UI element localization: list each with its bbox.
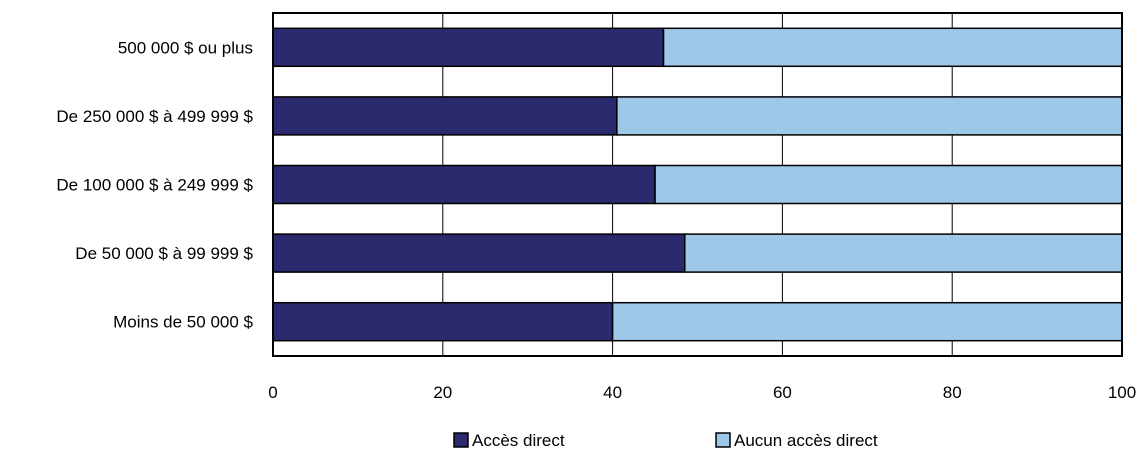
legend-swatch [453,432,469,448]
x-tick-label: 20 [433,383,452,402]
legend: Accès direct Aucun accès direct [453,431,878,450]
category-label: De 50 000 $ à 99 999 $ [75,244,253,263]
bar-segment-aucun-acces-direct [616,96,1123,136]
bar-segment-acces-direct [272,96,618,136]
category-label: De 250 000 $ à 499 999 $ [56,107,253,126]
category-label: 500 000 $ ou plus [118,38,253,57]
x-tick-label: 100 [1108,383,1136,402]
bar-segment-aucun-acces-direct [611,301,1123,342]
plot-frame [272,12,1123,357]
bar-segment-acces-direct [272,301,614,342]
bar-segment-aucun-acces-direct [662,27,1123,68]
bar-segment-acces-direct [272,27,665,68]
category-labels: 500 000 $ ou plus De 250 000 $ à 499 999 … [56,38,253,331]
x-tick-label: 60 [773,383,792,402]
legend-label: Aucun accès direct [734,431,878,450]
x-tick-label: 40 [603,383,622,402]
x-axis-tick-labels: 0 20 40 60 80 100 [268,383,1136,402]
bars [272,27,1123,342]
bar-segment-acces-direct [272,233,686,273]
category-label: Moins de 50 000 $ [113,313,253,332]
bar-segment-acces-direct [272,164,656,205]
bar-segment-aucun-acces-direct [684,233,1123,273]
bar-segment-aucun-acces-direct [654,164,1123,205]
legend-swatch [715,432,731,448]
x-tick-label: 80 [943,383,962,402]
x-tick-label: 0 [268,383,277,402]
category-label: De 100 000 $ à 249 999 $ [56,176,253,195]
legend-label: Accès direct [472,431,565,450]
